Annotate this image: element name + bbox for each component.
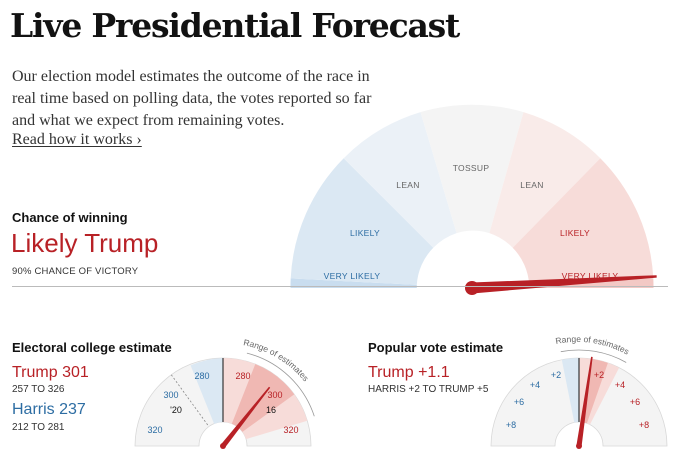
gauge-needle-hub (465, 281, 479, 295)
popular-tick: +8 (506, 420, 516, 430)
popular-tick: +4 (615, 380, 625, 390)
gauge-label-lean-rep: LEAN (520, 180, 543, 190)
popular-tick: +2 (594, 370, 604, 380)
electoral-tick-16: 16 (266, 405, 276, 415)
electoral-tick: 320 (283, 425, 298, 435)
popular-needle (576, 356, 593, 447)
popular-needle-hub (576, 443, 582, 449)
chance-heading: Chance of winning (12, 210, 128, 225)
popular-leader-label: Trump +1.1 (368, 364, 450, 381)
chance-gauge: VERY LIKELY LIKELY LEAN TOSSUP LEAN LIKE… (290, 104, 657, 295)
electoral-prev-marker (170, 374, 210, 427)
electoral-trump-label: Trump 301 (12, 364, 89, 381)
gauge-segment-likely-dem (290, 158, 434, 285)
gauge-label-lean-dem: LEAN (396, 180, 419, 190)
intro-paragraph: Our election model estimates the outcome… (12, 68, 372, 129)
gauge-label-likely-dem: LIKELY (350, 228, 380, 238)
popular-heading: Popular vote estimate (368, 340, 504, 355)
electoral-trump-range: 257 TO 326 (12, 384, 65, 395)
electoral-needle (221, 386, 271, 448)
electoral-heading: Electoral college estimate (12, 340, 172, 355)
popular-tick: +2 (551, 370, 561, 380)
read-how-it-works-link[interactable]: Read how it works › (12, 131, 142, 148)
gauge-label-very-likely-dem: VERY LIKELY (324, 271, 381, 281)
electoral-harris-label: Harris 237 (12, 401, 86, 418)
electoral-needle-hub (220, 443, 226, 449)
gauge-label-very-likely-rep: VERY LIKELY (562, 271, 619, 281)
gauge-label-tossup: TOSSUP (453, 163, 490, 173)
electoral-range-arc (246, 352, 315, 417)
electoral-tick: 280 (235, 371, 250, 381)
electoral-tick: 300 (267, 390, 282, 400)
electoral-tick: 280 (194, 371, 209, 381)
popular-range-arc (560, 349, 627, 363)
electoral-harris-range: 212 TO 281 (12, 422, 65, 433)
popular-range-text: HARRIS +2 TO TRUMP +5 (368, 384, 489, 395)
popular-tick: +6 (514, 397, 524, 407)
popular-tick: +8 (639, 420, 649, 430)
gauge-segment-tossup (420, 104, 524, 234)
popular-rep-range-core (582, 358, 608, 424)
popular-range-label: Range of estimates (555, 334, 631, 357)
gauge-segment-lean-dem (343, 112, 457, 248)
electoral-dem-range (190, 358, 223, 424)
gauge-segment-very-likely-dem (290, 278, 417, 288)
popular-tick: +4 (530, 380, 540, 390)
gauge-segment-likely-rep (512, 158, 654, 285)
popular-tick: +6 (630, 397, 640, 407)
gauge-label-likely-rep: LIKELY (560, 228, 590, 238)
electoral-prev-label: '20 (170, 405, 182, 415)
chance-value: Likely Trump (11, 228, 159, 258)
divider (12, 286, 668, 287)
gauge-needle (471, 275, 657, 294)
electoral-tick: 300 (163, 390, 178, 400)
popular-dem-range (561, 358, 579, 423)
chance-subtext: 90% CHANCE OF VICTORY (12, 266, 139, 277)
page-title: Live Presidential Forecast (10, 6, 460, 45)
electoral-tick: 320 (147, 425, 162, 435)
gauge-segment-lean-rep (489, 112, 601, 248)
